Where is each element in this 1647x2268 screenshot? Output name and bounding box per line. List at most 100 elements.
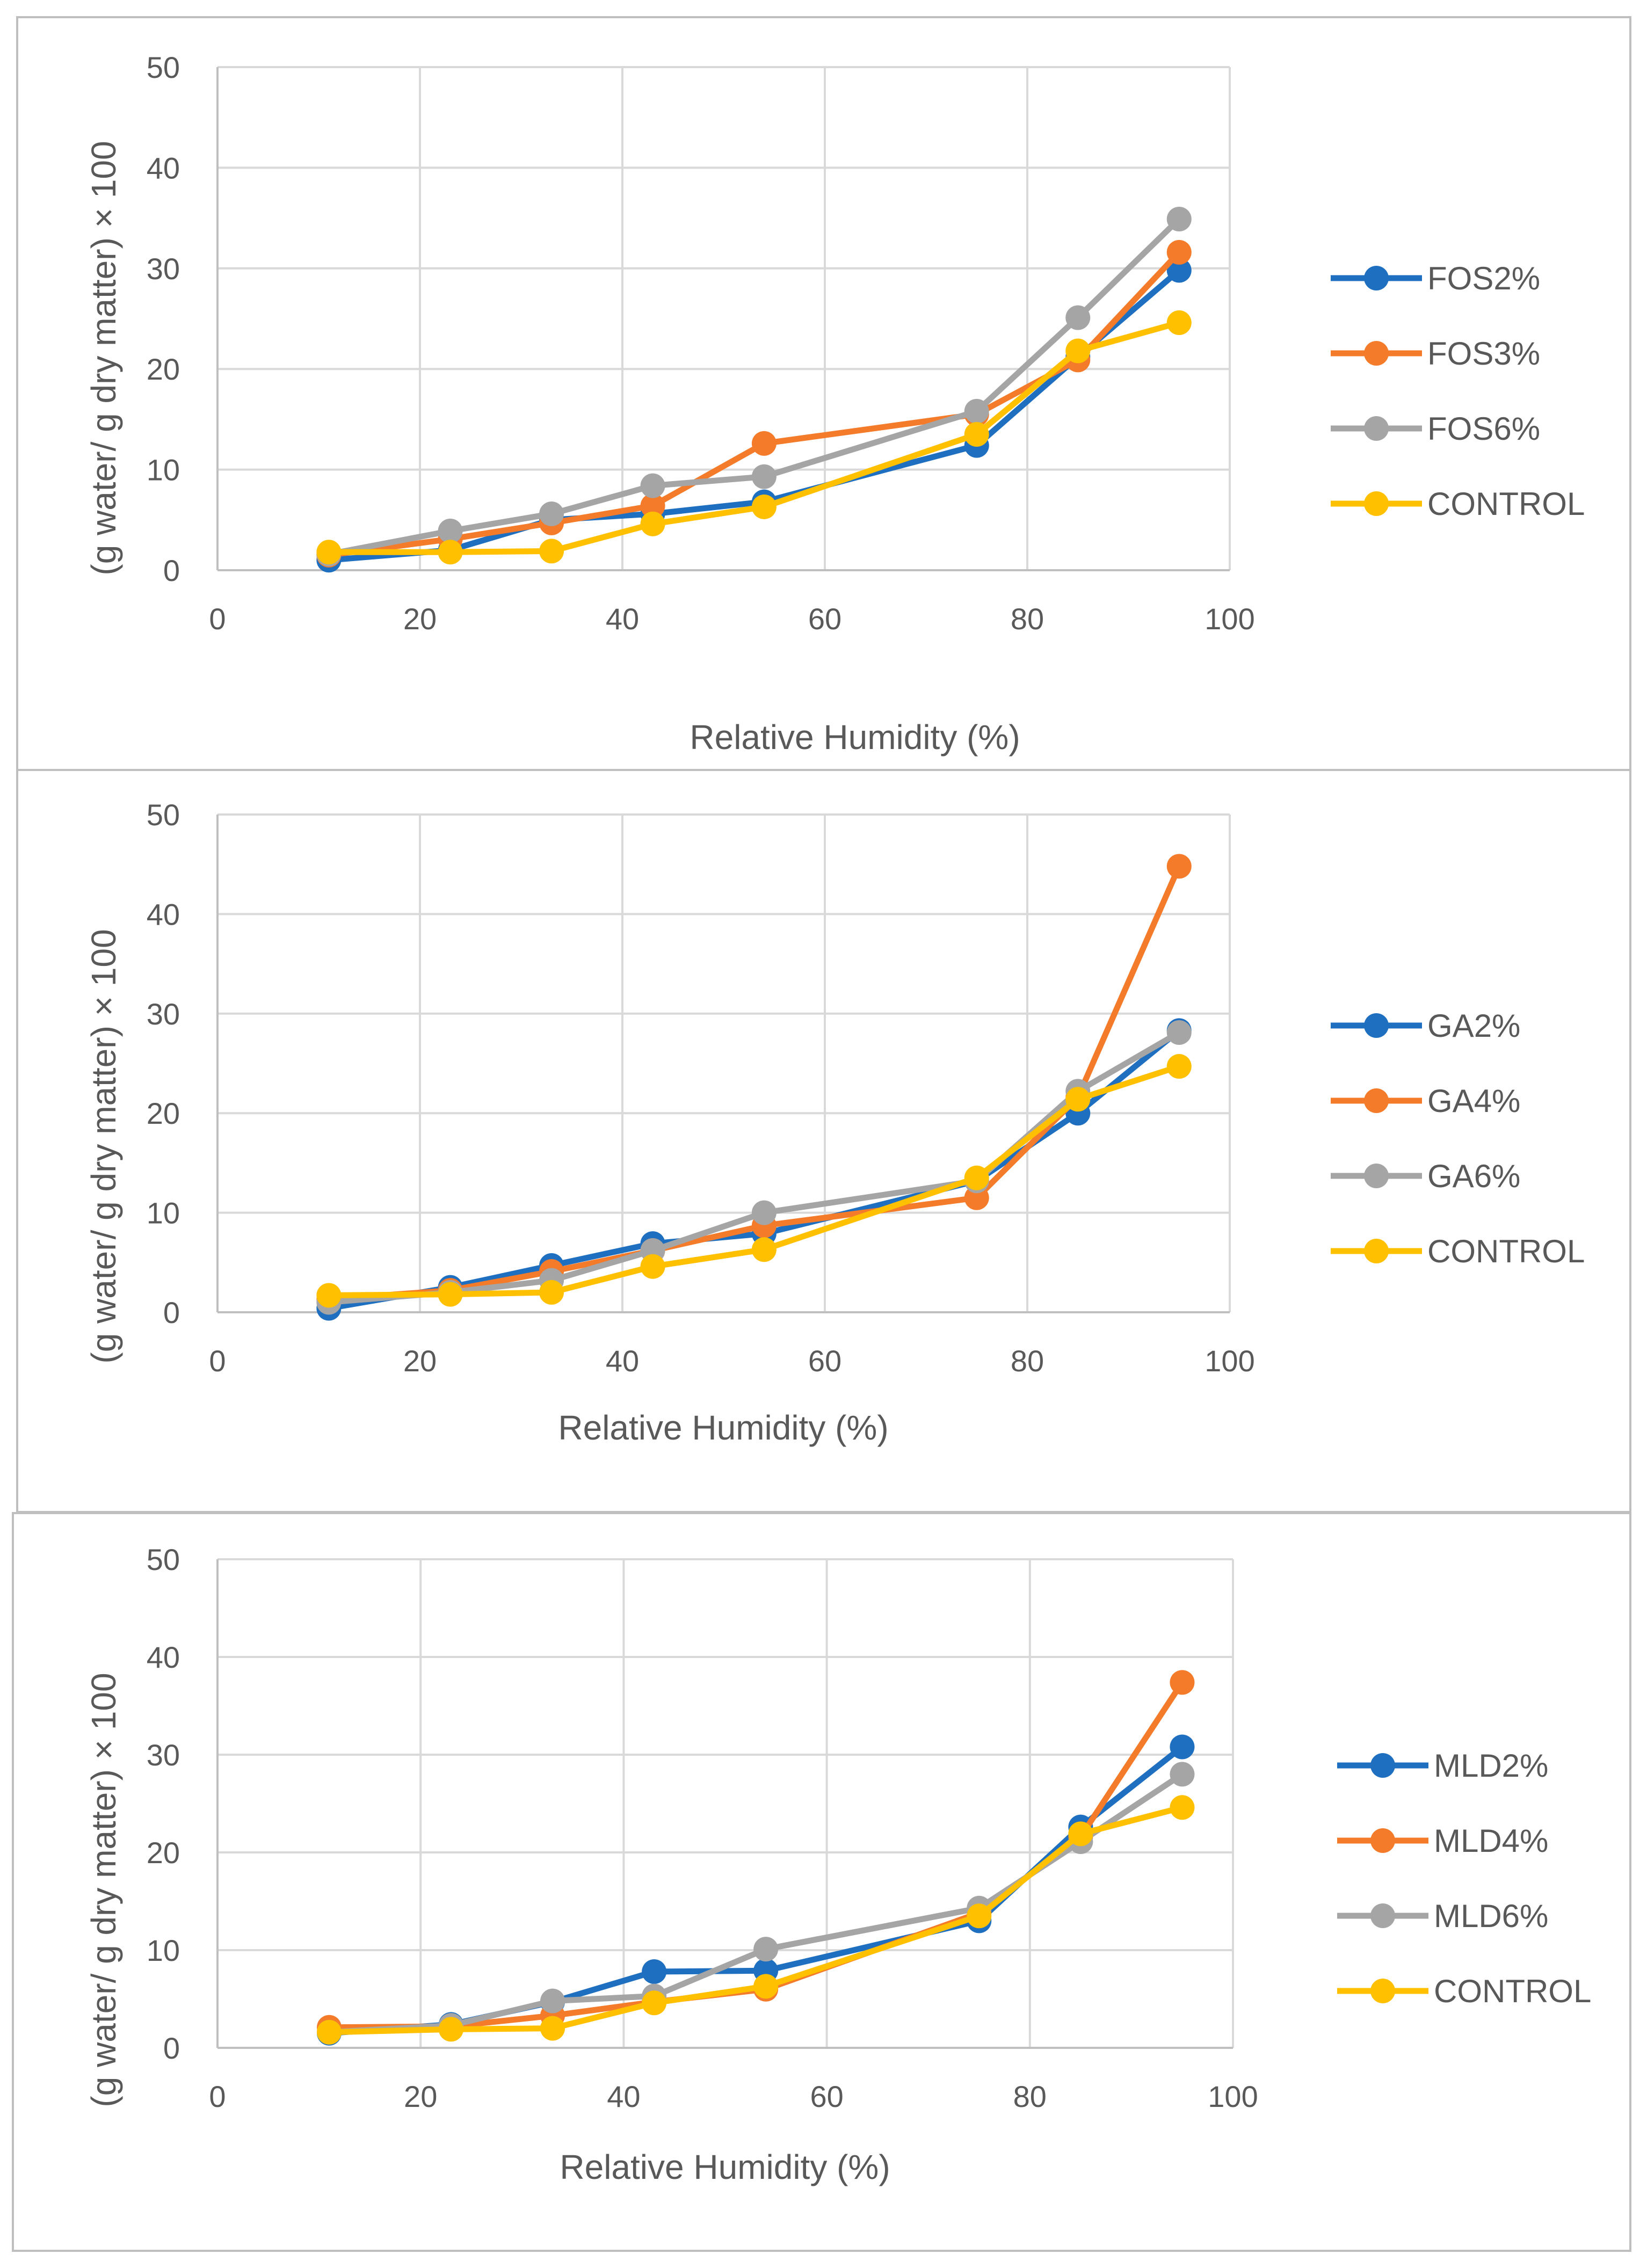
series-line <box>326 1771 1185 2036</box>
y-tick-label: 40 <box>147 151 180 185</box>
x-axis-title: Relative Humidity (%) <box>690 718 1020 757</box>
data-point <box>438 2017 463 2042</box>
series-mld2pct <box>317 1734 1195 2046</box>
data-point <box>1166 854 1192 879</box>
data-point <box>964 1165 989 1190</box>
x-tick-label: 60 <box>808 1344 841 1378</box>
legend-swatch-marker <box>1364 1088 1389 1113</box>
data-point <box>540 1988 565 2013</box>
y-axis-title: (g water/ g dry matter) × 100 <box>84 141 123 575</box>
legend-item: MLD4% <box>1337 1823 1548 1859</box>
legend-label: FOS3% <box>1427 336 1540 372</box>
x-tick-label: 80 <box>1013 2080 1047 2113</box>
data-point <box>438 1282 463 1307</box>
x-tick-label: 40 <box>607 2080 640 2113</box>
data-point <box>1166 1054 1192 1079</box>
y-tick-label: 0 <box>163 1296 180 1329</box>
y-tick-label: 10 <box>147 1933 180 1967</box>
series-line <box>325 249 1182 558</box>
legend-label: CONTROL <box>1427 1233 1585 1269</box>
data-point <box>1170 1670 1195 1695</box>
legend-item: CONTROL <box>1331 486 1585 522</box>
x-tick-label: 40 <box>606 602 639 636</box>
data-point <box>640 493 665 519</box>
chart-panel-ga: 0 20 40 60 80 100 0 10 20 30 40 50 Relative Humidit… <box>16 769 1631 1513</box>
y-tick-label: 0 <box>163 554 180 587</box>
data-point <box>1166 206 1192 231</box>
y-tick-label: 30 <box>147 1738 180 1772</box>
legend-label: FOS2% <box>1427 260 1540 296</box>
data-point <box>316 540 342 565</box>
y-tick-label: 50 <box>147 798 180 832</box>
data-point <box>751 1200 777 1225</box>
x-tick-label: 40 <box>606 1344 639 1378</box>
data-point <box>317 2019 342 2045</box>
legend: FOS2% FOS3% FOS6% CONTROL <box>1331 260 1585 522</box>
data-point <box>1065 305 1091 330</box>
x-tick-label: 100 <box>1208 2080 1258 2113</box>
panel-border <box>12 1512 1631 2252</box>
data-point <box>539 501 564 527</box>
series-control <box>317 1795 1195 2045</box>
grid-layer <box>216 66 1231 571</box>
legend-label: CONTROL <box>1434 1973 1591 2009</box>
data-point <box>640 473 665 498</box>
series-line <box>325 267 1182 563</box>
data-point <box>642 1990 667 2016</box>
series-ga2pct <box>316 1018 1192 1321</box>
y-tick-label: 20 <box>147 1836 180 1870</box>
legend-label: MLD2% <box>1434 1748 1548 1784</box>
data-point <box>964 422 989 447</box>
series-mld6pct <box>317 1762 1195 2045</box>
legend: MLD2% MLD4% MLD6% CONTROL <box>1337 1748 1591 2009</box>
data-point <box>640 1254 665 1279</box>
chart-panel-mld: 0 20 40 60 80 100 0 10 20 30 40 50 Relative Humidit… <box>12 1512 1631 2252</box>
data-point <box>539 539 564 564</box>
legend-item: FOS6% <box>1331 411 1540 447</box>
legend-item: GA2% <box>1331 1008 1520 1044</box>
legend-item: MLD2% <box>1337 1748 1548 1784</box>
legend-swatch-marker <box>1364 1239 1389 1263</box>
x-tick-label: 20 <box>403 602 437 636</box>
y-tick-label: 20 <box>147 1096 180 1130</box>
series-ga6pct <box>316 1020 1192 1315</box>
series-layer <box>317 1670 1195 2046</box>
legend-swatch-marker <box>1370 1828 1395 1853</box>
y-axis-title: (g water/ g dry matter) × 100 <box>84 1673 123 2107</box>
series-control <box>316 310 1192 565</box>
data-point <box>1166 310 1192 335</box>
tick-layer: 0 20 40 60 80 100 0 10 20 30 40 50 <box>147 50 1255 636</box>
y-tick-label: 40 <box>147 897 180 931</box>
x-tick-label: 0 <box>209 2080 226 2113</box>
data-point <box>753 1937 779 1962</box>
legend-swatch-marker <box>1364 491 1389 516</box>
series-line <box>325 1027 1182 1312</box>
data-point <box>751 1237 777 1262</box>
x-tick-label: 60 <box>810 2080 843 2113</box>
legend-label: GA2% <box>1427 1008 1520 1044</box>
data-point <box>967 1903 992 1929</box>
series-line <box>325 1029 1182 1305</box>
x-axis-title: Relative Humidity (%) <box>560 2148 890 2186</box>
series-line <box>325 216 1182 557</box>
x-tick-label: 80 <box>1011 602 1044 636</box>
x-axis-title: Relative Humidity (%) <box>558 1408 888 1447</box>
x-tick-label: 0 <box>209 1344 226 1378</box>
y-tick-label: 30 <box>147 997 180 1031</box>
legend-label: FOS6% <box>1427 411 1540 447</box>
y-tick-label: 10 <box>147 1196 180 1230</box>
series-line <box>325 1063 1182 1298</box>
legend: GA2% GA4% GA6% CONTROL <box>1331 1008 1585 1269</box>
data-point <box>640 511 665 536</box>
series-line <box>325 319 1182 555</box>
data-point <box>753 1974 779 1999</box>
y-tick-label: 30 <box>147 252 180 286</box>
legend-swatch-marker <box>1364 266 1389 290</box>
legend-swatch-marker <box>1364 1164 1389 1188</box>
series-control <box>316 1054 1192 1308</box>
data-point <box>1170 1762 1195 1787</box>
data-point <box>316 1283 342 1308</box>
y-axis-title: (g water/ g dry matter) × 100 <box>84 929 123 1363</box>
y-tick-label: 20 <box>147 352 180 386</box>
